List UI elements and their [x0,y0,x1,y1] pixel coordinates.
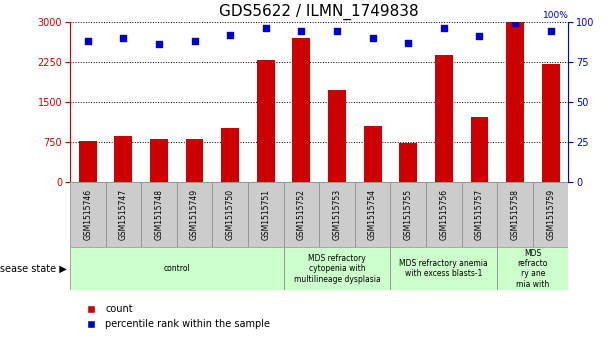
Text: GSM1515755: GSM1515755 [404,189,413,240]
Point [439,25,449,31]
Text: GSM1515747: GSM1515747 [119,189,128,240]
Text: control: control [164,264,190,273]
Bar [114,136,133,182]
Bar [79,140,97,182]
Bar [248,182,283,247]
Bar [506,22,524,182]
Point [546,28,556,34]
Point [403,40,413,45]
Text: GSM1515749: GSM1515749 [190,189,199,240]
Text: GSM1515752: GSM1515752 [297,189,306,240]
Bar [283,247,390,290]
Point [510,20,520,26]
Text: GSM1515757: GSM1515757 [475,189,484,240]
Bar [390,247,497,290]
Bar [355,182,390,247]
Bar [497,247,568,290]
Bar [185,139,204,182]
Bar [461,182,497,247]
Bar [283,182,319,247]
Bar [70,182,106,247]
Bar [364,126,382,182]
Text: GSM1515754: GSM1515754 [368,189,377,240]
Text: MDS refractory
cytopenia with
multilineage dysplasia: MDS refractory cytopenia with multilinea… [294,254,381,284]
Bar [319,182,355,247]
Text: MDS
refracto
ry ane
mia with: MDS refracto ry ane mia with [516,249,550,289]
Point [332,28,342,34]
Text: MDS refractory anemia
with excess blasts-1: MDS refractory anemia with excess blasts… [399,259,488,278]
Bar [399,143,417,182]
Bar [141,182,177,247]
Bar [426,182,461,247]
Title: GDS5622 / ILMN_1749838: GDS5622 / ILMN_1749838 [219,4,419,20]
Bar [471,117,488,182]
Text: disease state ▶: disease state ▶ [0,264,67,274]
Text: GSM1515746: GSM1515746 [83,189,92,240]
Text: GSM1515753: GSM1515753 [333,189,342,240]
Bar [542,64,559,182]
Bar [150,139,168,182]
Bar [106,182,141,247]
Text: GSM1515751: GSM1515751 [261,189,271,240]
Legend: count, percentile rank within the sample: count, percentile rank within the sample [81,304,270,329]
Text: GSM1515756: GSM1515756 [440,189,448,240]
Bar [257,60,275,182]
Bar [212,182,248,247]
Point [119,35,128,41]
Point [190,38,199,44]
Bar [328,90,346,182]
Point [297,28,306,34]
Text: GSM1515758: GSM1515758 [511,189,520,240]
Point [475,33,485,39]
Bar [533,182,568,247]
Bar [435,55,453,182]
Bar [221,128,239,182]
Bar [292,38,310,182]
Point [261,25,271,31]
Point [368,35,378,41]
Point [83,38,92,44]
Bar [390,182,426,247]
Text: GSM1515750: GSM1515750 [226,189,235,240]
Bar [177,182,212,247]
Text: GSM1515759: GSM1515759 [546,189,555,240]
Text: 100%: 100% [542,11,568,20]
Point [226,32,235,37]
Point [154,41,164,47]
Text: GSM1515748: GSM1515748 [154,189,164,240]
Bar [497,182,533,247]
Bar [70,247,283,290]
